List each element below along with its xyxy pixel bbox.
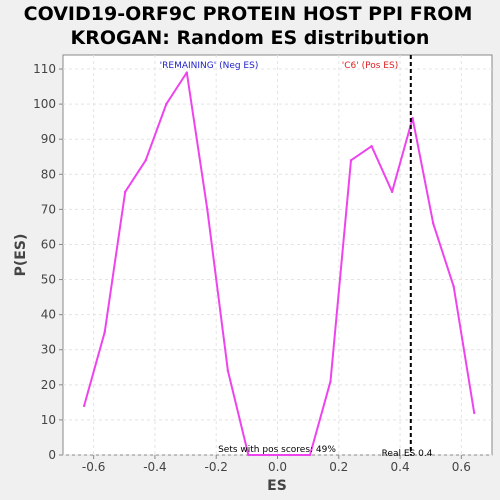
x-axis-label: ES [267,478,287,494]
y-tick-label-8: 80 [41,167,56,181]
grid-layer [63,55,492,456]
pos-scores-label: Sets with pos scores: 49% [218,445,336,455]
y-tick-label-1: 10 [41,413,56,427]
data-point-0-9 [267,453,271,457]
data-point-0-7 [226,369,230,372]
data-point-0-8 [247,453,250,457]
data-point-0-11 [308,453,312,457]
axis-layer: -0.6 -0.4 -0.2 0.0 0.2 0.4 0.6 0 10 20 30 40 50 60 70 8… [33,62,471,474]
data-point-0-6 [206,208,209,211]
y-tick-label-6: 60 [41,237,56,251]
y-tick-label-3: 30 [41,343,56,357]
chart-title-line1: COVID19-ORF9C PROTEIN HOST PPI FROM [24,3,473,25]
series-line-0 [83,71,476,456]
data-point-0-2 [124,190,127,194]
data-point-0-15 [390,190,394,194]
x-tick-label-6: 0.6 [452,460,471,474]
y-tick-label-4: 40 [41,308,56,322]
y-axis-label: P(ES) [13,234,29,277]
y-tick-label-11: 110 [33,62,56,76]
x-tick-label-0: -0.6 [82,460,105,474]
x-tick-label-4: 0.2 [329,460,348,474]
x-tick-label-1: -0.4 [143,460,166,474]
chart-title-line2: KROGAN: Random ES distribution [71,27,430,49]
y-tick-label-9: 90 [41,132,56,146]
data-point-0-10 [288,453,291,457]
x-tick-label-3: 0.0 [268,460,287,474]
x-tick-label-5: 0.4 [391,460,410,474]
data-point-0-3 [144,159,147,162]
y-tick-label-0: 0 [48,448,56,462]
data-point-0-4 [165,102,168,106]
data-point-0-1 [103,330,106,334]
y-tick-label-10: 100 [33,97,56,111]
data-point-0-17 [431,222,435,225]
y-tick-label-2: 20 [41,378,56,392]
data-point-0-19 [473,411,476,415]
data-point-0-18 [452,285,455,288]
y-tick-label-7: 70 [41,202,56,216]
data-point-0-0 [82,404,86,408]
data-point-0-14 [370,145,373,148]
y-tick-label-5: 50 [41,273,56,287]
real-es-label: Real ES 0.4 [382,449,433,459]
series-layer [82,71,476,457]
data-point-0-12 [329,380,332,383]
data-point-0-5 [185,71,188,74]
x-tick-label-2: -0.2 [205,460,228,474]
neg-es-label: 'REMAINING' (Neg ES) [160,61,259,71]
data-point-0-13 [349,159,353,162]
data-point-0-16 [411,116,414,120]
pos-es-label: 'C6' (Pos ES) [342,61,398,71]
